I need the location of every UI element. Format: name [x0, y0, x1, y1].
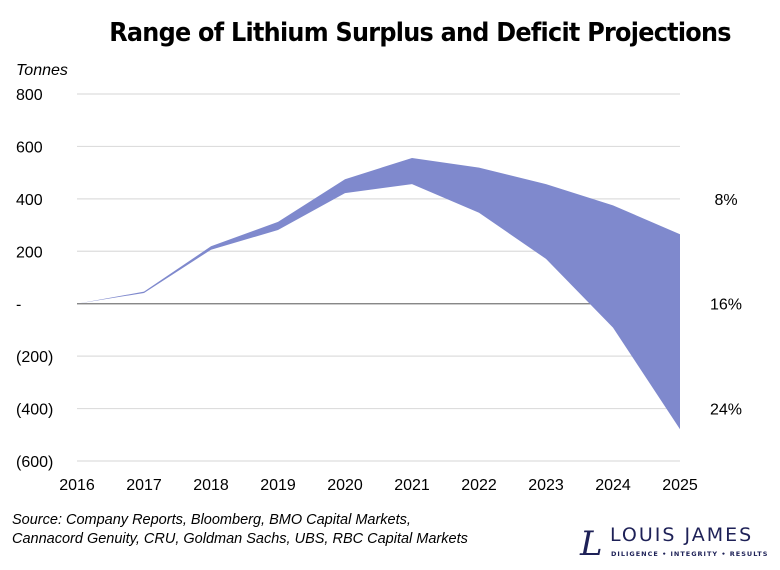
- y-tick-label: (200): [16, 349, 53, 366]
- louis-james-logo: L LOUIS JAMES DILIGENCE • INTEGRITY • RE…: [576, 523, 776, 564]
- y-tick-label: -: [16, 297, 21, 314]
- y-tick-label: (600): [16, 454, 53, 471]
- x-tick-label: 2018: [193, 477, 229, 494]
- projection-range-area: [77, 157, 680, 430]
- x-tick-label: 2020: [327, 477, 363, 494]
- y-tick-label: (400): [16, 402, 53, 419]
- x-tick-label: 2016: [59, 477, 95, 494]
- right-annotation: 8%: [714, 192, 737, 209]
- right-annotation: 24%: [710, 402, 742, 419]
- y-tick-label: 200: [16, 244, 43, 261]
- x-tick-label: 2022: [461, 477, 497, 494]
- y-axis-label: Tonnes: [16, 62, 68, 79]
- x-tick-label: 2019: [260, 477, 296, 494]
- logo-name: LOUIS JAMES: [610, 524, 753, 546]
- source-line-1: Source: Company Reports, Bloomberg, BMO …: [12, 512, 411, 528]
- logo-script-l-icon: L: [579, 524, 603, 563]
- y-tick-label: 600: [16, 139, 43, 156]
- right-annotation: 16%: [710, 297, 742, 314]
- y-tick-label: 800: [16, 87, 43, 104]
- x-tick-label: 2023: [528, 477, 564, 494]
- x-tick-label: 2024: [595, 477, 631, 494]
- y-tick-label: 400: [16, 192, 43, 209]
- x-tick-label: 2017: [126, 477, 162, 494]
- logo-tagline: DILIGENCE • INTEGRITY • RESULTS: [611, 550, 768, 558]
- source-line-2: Cannacord Genuity, CRU, Goldman Sachs, U…: [12, 531, 468, 547]
- chart-title: Range of Lithium Surplus and Deficit Pro…: [109, 18, 731, 48]
- x-tick-label: 2021: [394, 477, 430, 494]
- x-tick-label: 2025: [662, 477, 698, 494]
